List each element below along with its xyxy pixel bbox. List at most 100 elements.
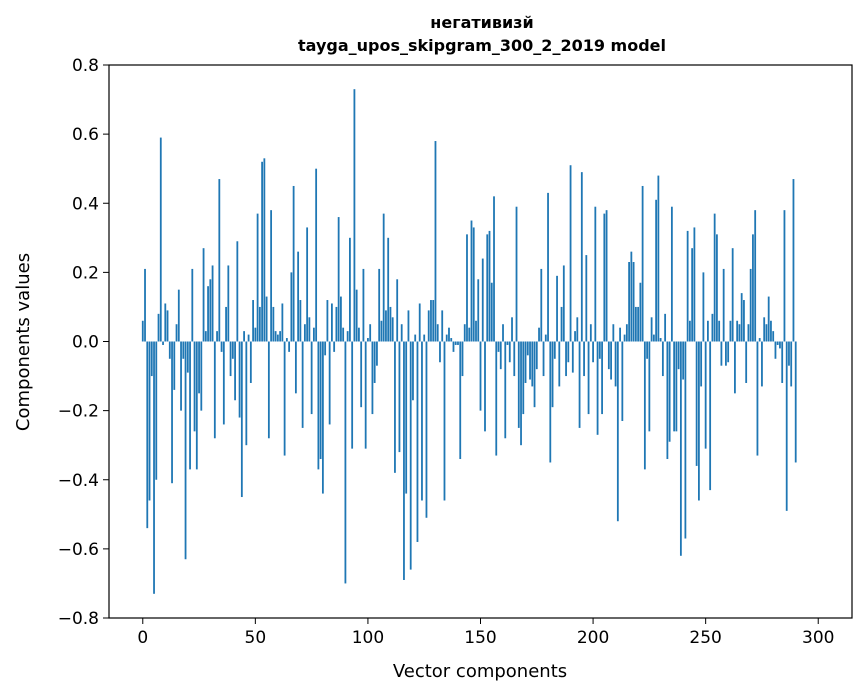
bar: [495, 341, 498, 456]
bar: [321, 341, 324, 494]
bar: [493, 196, 495, 342]
bar: [682, 341, 685, 380]
bar: [349, 237, 351, 342]
bar: [675, 341, 678, 432]
bar: [571, 341, 574, 373]
bar: [461, 341, 464, 377]
bar: [236, 241, 239, 342]
bar: [382, 213, 385, 342]
bar: [387, 237, 390, 342]
bar: [299, 300, 302, 342]
bar: [565, 341, 567, 377]
bar: [369, 324, 372, 342]
bar: [637, 306, 640, 342]
bar: [472, 227, 475, 342]
bar: [308, 317, 311, 342]
bar: [677, 341, 680, 370]
bar: [285, 338, 288, 342]
y-axis-label: Components values: [13, 253, 34, 431]
bar: [216, 331, 218, 342]
bar: [520, 341, 522, 446]
bar: [481, 258, 484, 342]
bar: [243, 331, 245, 342]
bar: [222, 341, 225, 425]
bar: [198, 341, 200, 394]
bar: [360, 341, 363, 408]
bar: [436, 324, 439, 342]
bar: [529, 341, 531, 380]
bar: [186, 341, 189, 373]
bar: [513, 341, 516, 377]
bar: [380, 320, 383, 342]
bar: [256, 213, 259, 342]
bar: [594, 206, 597, 342]
bar: [297, 251, 300, 342]
bar: [272, 306, 275, 342]
bar: [740, 293, 743, 342]
bar: [445, 334, 448, 342]
bar: [416, 341, 419, 542]
bar: [547, 192, 549, 342]
bar: [195, 341, 198, 470]
bar: [141, 320, 144, 342]
bar: [184, 341, 187, 560]
bar: [454, 341, 457, 345]
bar: [459, 341, 462, 460]
bar: [159, 137, 162, 342]
y-tick-label: −0.4: [58, 471, 99, 491]
bar: [211, 265, 214, 342]
bar: [403, 341, 405, 580]
bar: [794, 341, 797, 463]
bar: [274, 331, 277, 342]
bar: [177, 289, 180, 342]
bar: [301, 341, 304, 428]
bar: [326, 300, 329, 342]
bar: [245, 341, 248, 446]
bar: [734, 341, 736, 394]
bar: [171, 341, 173, 484]
bar: [213, 341, 216, 439]
bar: [785, 341, 788, 511]
bar: [342, 327, 345, 342]
bar: [702, 272, 705, 342]
bar: [328, 341, 331, 425]
bar: [479, 341, 482, 411]
bar: [607, 341, 610, 370]
bar: [443, 341, 446, 501]
bar: [621, 341, 624, 421]
bar: [779, 341, 781, 349]
bar: [150, 341, 153, 377]
bar: [562, 265, 565, 342]
bar: [281, 303, 284, 342]
bar: [589, 324, 592, 342]
bar: [346, 331, 349, 342]
bar: [673, 341, 676, 432]
bar: [551, 341, 554, 408]
bar: [486, 234, 489, 342]
bar: [770, 320, 772, 342]
y-tick-label: 0.0: [72, 333, 99, 353]
bar: [716, 234, 718, 342]
bar: [367, 338, 369, 342]
bar: [583, 341, 585, 377]
bar: [619, 327, 621, 342]
bar: [535, 341, 538, 370]
bar: [294, 341, 297, 394]
bar: [569, 165, 572, 342]
bar: [148, 341, 151, 501]
bar: [477, 279, 480, 342]
bar: [544, 334, 547, 342]
bar: [317, 341, 320, 470]
bar: [463, 324, 466, 342]
bar: [425, 341, 428, 518]
bar: [153, 341, 155, 594]
bar: [238, 341, 241, 418]
x-tick-label: 300: [802, 628, 834, 648]
bar: [695, 341, 698, 466]
bar: [344, 341, 347, 584]
bar: [790, 341, 793, 387]
bar: [639, 282, 642, 342]
bar: [376, 341, 378, 366]
bar: [434, 141, 437, 342]
